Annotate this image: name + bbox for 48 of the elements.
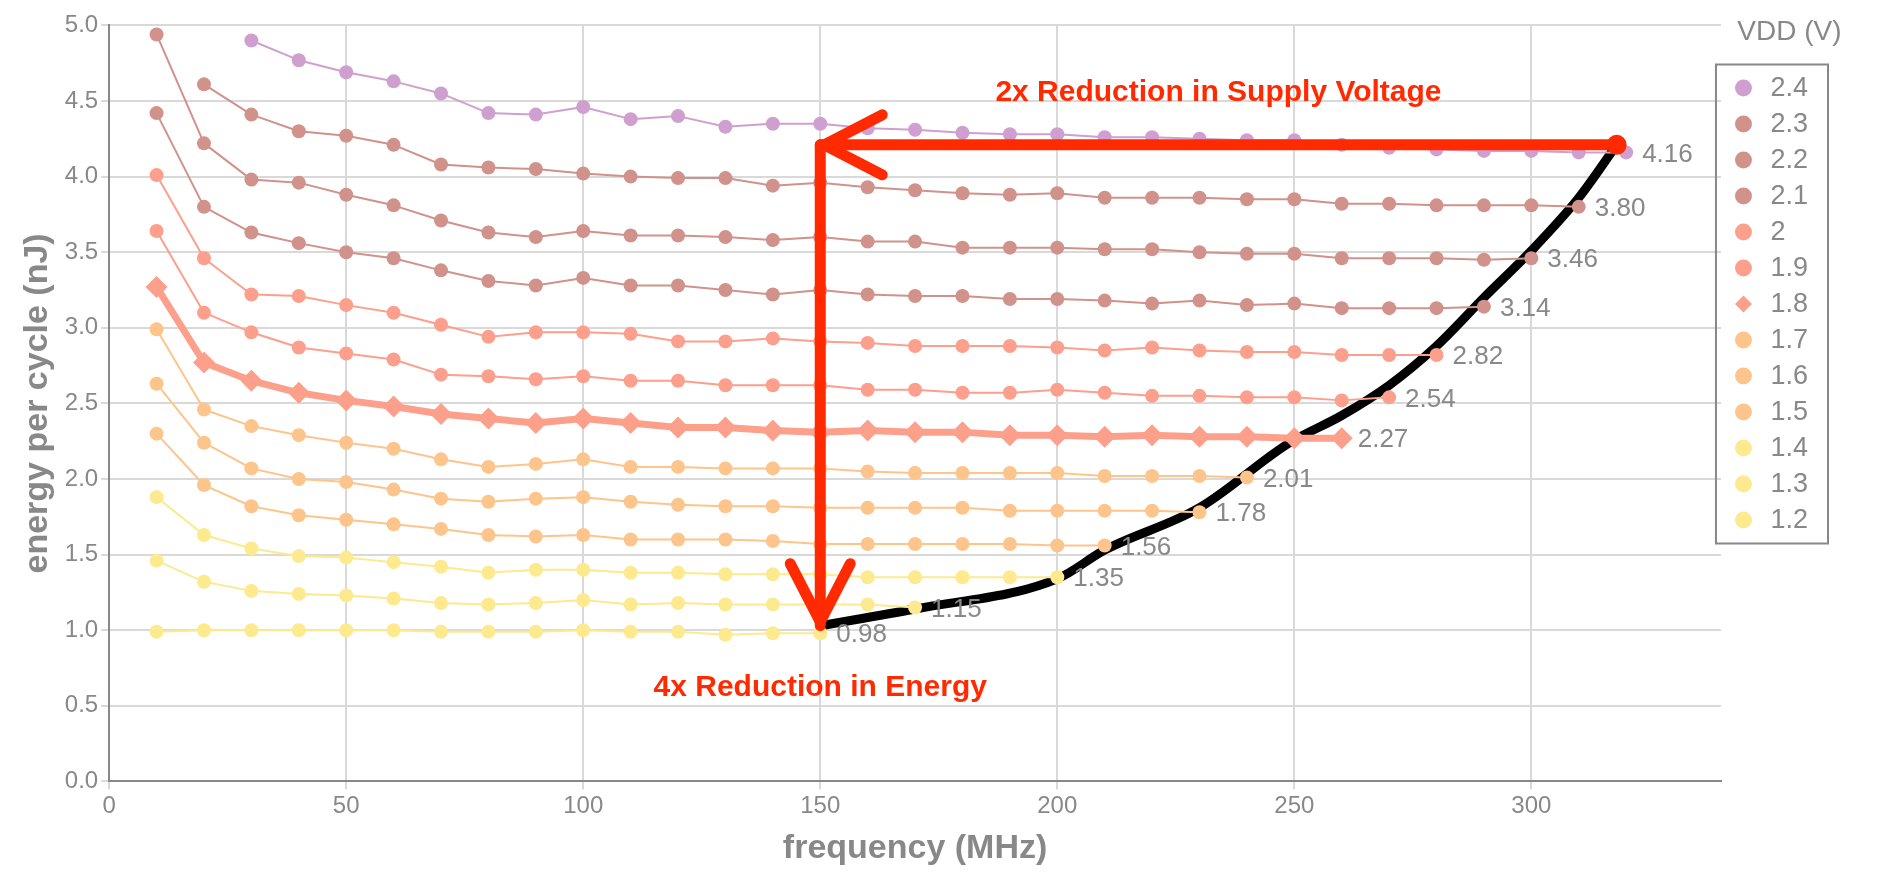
- data-label: 2.01: [1262, 462, 1314, 493]
- legend-label: 2.3: [1770, 107, 1809, 138]
- legend-label: 1.5: [1770, 395, 1809, 426]
- x-tick-label: 150: [800, 791, 841, 819]
- y-tick-label: 2.5: [64, 388, 99, 416]
- data-label: 3.46: [1547, 243, 1598, 274]
- y-tick-label: 1.5: [64, 539, 99, 567]
- legend-label: 1.7: [1770, 323, 1809, 354]
- legend-label: 1.8: [1770, 287, 1809, 318]
- legend-label: 2: [1770, 215, 1786, 246]
- y-tick-label: 1.0: [64, 614, 99, 642]
- legend-label: 1.4: [1770, 431, 1809, 462]
- data-label: 4.16: [1642, 137, 1693, 168]
- data-label: 1.78: [1215, 497, 1267, 528]
- data-label: 2.27: [1357, 423, 1409, 454]
- y-tick-label: 3.0: [64, 312, 99, 340]
- y-tick-label: 4.0: [64, 161, 99, 189]
- x-tick-label: 100: [563, 791, 604, 819]
- x-tick-label: 250: [1274, 791, 1315, 819]
- data-label: 1.56: [1120, 530, 1172, 561]
- x-tick-label: 0: [102, 791, 116, 819]
- annotation: 4x Reduction in Energy: [653, 668, 988, 702]
- legend-title: VDD (V): [1737, 14, 1842, 46]
- y-tick-label: 0.5: [64, 690, 99, 718]
- y-axis-title: energy per cycle (nJ): [15, 233, 54, 574]
- legend-label: 1.9: [1770, 251, 1809, 282]
- annotation: 2x Reduction in Supply Voltage: [995, 74, 1442, 108]
- data-label: 3.14: [1499, 291, 1551, 322]
- legend-label: 2.2: [1770, 143, 1809, 174]
- x-tick-label: 200: [1037, 791, 1078, 819]
- data-label: 0.98: [836, 618, 887, 649]
- legend-label: 1.2: [1770, 503, 1809, 534]
- data-label: 2.54: [1405, 382, 1456, 413]
- y-tick-label: 2.0: [64, 463, 99, 491]
- data-label: 3.80: [1594, 192, 1646, 223]
- y-tick-label: 0.0: [64, 766, 99, 794]
- data-label: 2.82: [1452, 340, 1504, 371]
- x-axis-title: frequency (MHz): [782, 826, 1048, 865]
- x-tick-label: 300: [1511, 791, 1552, 819]
- y-tick-label: 5.0: [64, 10, 99, 38]
- y-tick-label: 4.5: [64, 85, 99, 113]
- legend-label: 2.1: [1770, 179, 1809, 210]
- legend-label: 1.3: [1770, 467, 1809, 498]
- data-label: 1.35: [1073, 562, 1124, 593]
- legend-label: 1.6: [1770, 359, 1809, 390]
- y-tick-label: 3.5: [64, 236, 99, 264]
- legend-label: 2.4: [1770, 71, 1809, 102]
- x-tick-label: 50: [332, 791, 360, 819]
